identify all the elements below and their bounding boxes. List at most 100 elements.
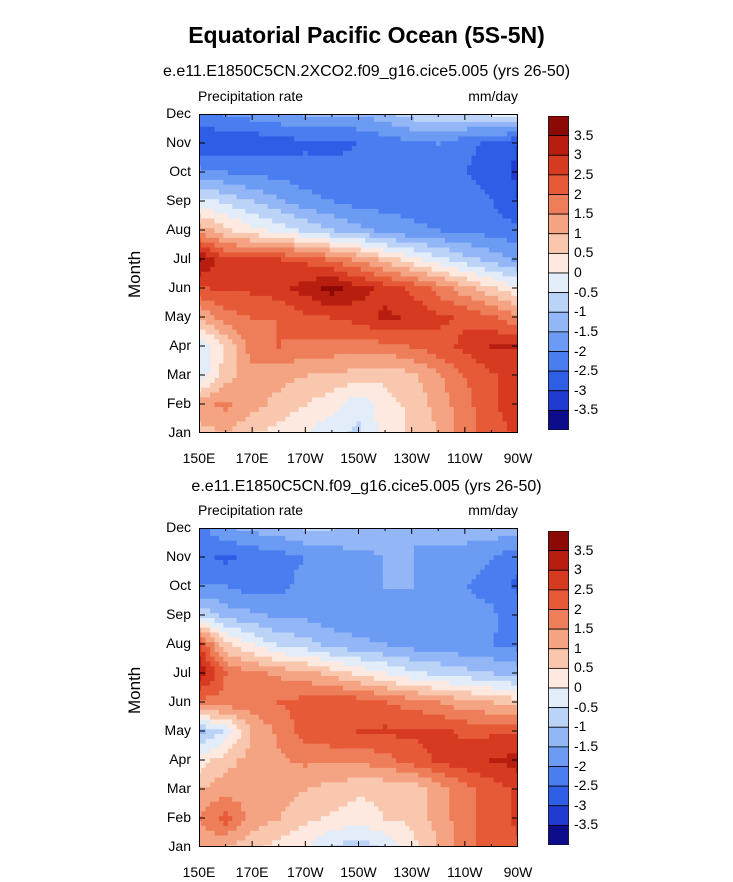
contour-cell bbox=[440, 425, 446, 432]
contour-cell bbox=[409, 208, 415, 214]
contour-cell bbox=[498, 116, 504, 122]
contour-cell bbox=[400, 285, 406, 292]
contour-cell bbox=[241, 367, 247, 374]
contour-cell bbox=[199, 145, 202, 151]
contour-cell bbox=[493, 164, 499, 171]
contour-cell bbox=[369, 285, 375, 292]
contour-cell bbox=[400, 198, 406, 205]
contour-cell bbox=[378, 304, 384, 311]
contour-cell bbox=[307, 130, 313, 137]
contour-cell bbox=[320, 114, 326, 118]
contour-cell bbox=[276, 256, 282, 263]
contour-cell bbox=[480, 391, 486, 398]
contour-cell bbox=[405, 121, 411, 127]
contour-cell bbox=[280, 256, 286, 263]
contour-cell bbox=[276, 237, 282, 243]
contour-cell bbox=[369, 304, 375, 311]
contour-cell bbox=[458, 416, 464, 422]
contour-cell bbox=[449, 217, 455, 224]
contour-cell bbox=[515, 174, 518, 180]
contour-cell bbox=[378, 130, 384, 137]
contour-cell bbox=[369, 246, 375, 253]
contour-cell bbox=[351, 295, 357, 301]
contour-cell bbox=[418, 387, 424, 393]
contour-cell bbox=[436, 251, 442, 258]
contour-cell bbox=[369, 382, 375, 388]
contour-cell bbox=[232, 121, 238, 127]
contour-cell bbox=[316, 227, 322, 234]
contour-cell bbox=[356, 213, 362, 219]
contour-cell bbox=[413, 208, 419, 214]
contour-cell bbox=[418, 401, 424, 408]
contour-cell bbox=[325, 314, 331, 321]
contour-cell bbox=[405, 309, 411, 316]
contour-cell bbox=[241, 217, 247, 224]
contour-cell bbox=[462, 174, 468, 180]
contour-cell bbox=[502, 237, 508, 243]
contour-cell bbox=[467, 251, 473, 258]
contour-cell bbox=[475, 430, 481, 433]
contour-cell bbox=[400, 121, 406, 127]
contour-cell bbox=[329, 256, 335, 263]
contour-cell bbox=[458, 396, 464, 403]
contour-cell bbox=[232, 280, 238, 287]
contour-cell bbox=[365, 367, 371, 374]
contour-cell bbox=[444, 242, 450, 248]
contour-cell bbox=[205, 155, 211, 161]
contour-cell bbox=[506, 121, 512, 127]
contour-cell bbox=[391, 208, 397, 214]
contour-cell bbox=[458, 198, 464, 205]
contour-cell bbox=[462, 159, 468, 166]
contour-cell bbox=[467, 396, 473, 403]
contour-cell bbox=[289, 164, 295, 171]
contour-cell bbox=[449, 232, 455, 238]
contour-cell bbox=[493, 145, 499, 151]
contour-cell bbox=[427, 135, 433, 142]
contour-cell bbox=[325, 213, 331, 219]
contour-cell bbox=[396, 266, 402, 272]
contour-cell bbox=[374, 290, 380, 296]
contour-cell bbox=[342, 184, 349, 190]
contour-cell bbox=[462, 164, 468, 171]
contour-cell bbox=[427, 333, 433, 340]
contour-cell bbox=[480, 290, 486, 296]
contour-cell bbox=[227, 242, 233, 248]
contour-cell bbox=[276, 159, 282, 166]
contour-cell bbox=[453, 116, 459, 122]
contour-cell bbox=[267, 275, 273, 282]
contour-cell bbox=[311, 116, 318, 122]
contour-cell bbox=[480, 237, 486, 243]
contour-cell bbox=[467, 406, 473, 412]
contour-cell bbox=[289, 406, 295, 412]
contour-cell bbox=[387, 227, 393, 234]
contour-cell bbox=[502, 222, 508, 229]
contour-cell bbox=[453, 150, 459, 156]
contour-cell bbox=[506, 246, 512, 253]
contour-cell bbox=[418, 179, 424, 185]
contour-cell bbox=[311, 155, 318, 161]
contour-cell bbox=[356, 295, 362, 301]
contour-cell bbox=[351, 121, 357, 127]
contour-cell bbox=[199, 416, 202, 422]
contour-fill bbox=[199, 114, 518, 433]
contour-cell bbox=[351, 164, 357, 171]
contour-cell bbox=[493, 362, 499, 369]
contour-cell bbox=[365, 242, 371, 248]
contour-cell bbox=[254, 391, 260, 398]
contour-cell bbox=[351, 242, 357, 248]
contour-cell bbox=[484, 114, 490, 118]
contour-cell bbox=[462, 324, 468, 330]
contour-cell bbox=[471, 266, 477, 272]
contour-cell bbox=[498, 198, 504, 205]
contour-cell bbox=[236, 169, 242, 176]
contour-cell bbox=[498, 145, 504, 151]
contour-cell bbox=[471, 353, 477, 359]
contour-cell bbox=[453, 184, 459, 190]
contour-cell bbox=[241, 377, 247, 383]
contour-cell bbox=[502, 227, 508, 234]
contour-cell bbox=[378, 319, 384, 325]
contour-cell bbox=[254, 208, 260, 214]
contour-cell bbox=[325, 396, 331, 403]
panel-1-contour-plot bbox=[199, 114, 518, 433]
contour-cell bbox=[338, 411, 344, 417]
